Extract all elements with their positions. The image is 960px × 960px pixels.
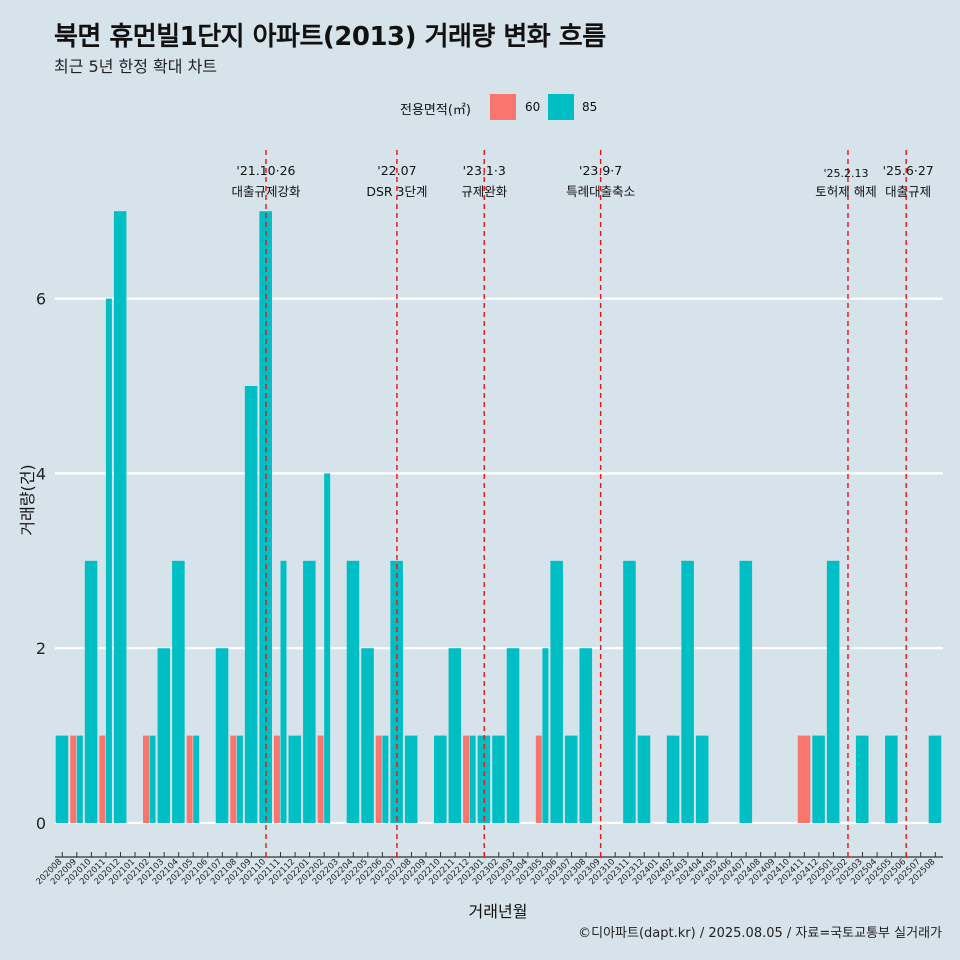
chart-title: 북면 휴먼빌1단지 아파트(2013) 거래량 변화 흐름 <box>54 22 606 52</box>
bar-85-202011 <box>105 298 112 824</box>
bar-85-202111 <box>280 560 287 823</box>
annotation-text: 대출규제 <box>885 184 931 199</box>
bar-85-202112 <box>288 735 302 823</box>
bar-85-202108 <box>236 735 243 823</box>
legend-label-85: 85 <box>582 100 598 114</box>
bar-60-202411 <box>797 735 811 823</box>
bar-85-202109 <box>244 386 258 823</box>
bar-85-202104 <box>172 560 185 823</box>
annotation-date: '25.2.13 <box>823 167 868 180</box>
bar-85-202306 <box>550 560 563 823</box>
legend-key-60 <box>490 94 516 120</box>
bar-85-202404 <box>695 735 709 823</box>
bar-85-202303 <box>506 648 520 823</box>
bar-85-202012 <box>113 211 127 823</box>
bar-60-202102 <box>143 735 149 823</box>
annotation-text: 토허제 해제 <box>815 184 876 199</box>
bar-85-202311 <box>623 560 636 823</box>
bar-85-202205 <box>361 648 374 823</box>
caption: ©디아파트(dapt.kr) / 2025.08.05 / 자료=국토교통부 실… <box>578 926 942 941</box>
bar-85-202505 <box>885 735 898 823</box>
bar-85-202105 <box>193 735 200 823</box>
y-tick-label: 2 <box>36 639 46 658</box>
bar-85-202202 <box>324 473 331 823</box>
bar-85-202107 <box>215 648 229 823</box>
bar-85-202308 <box>579 648 593 823</box>
bar-60-202111 <box>273 735 280 823</box>
bar-60-202202 <box>317 735 324 823</box>
y-tick-label: 0 <box>36 814 46 833</box>
annotation-text: 규제완화 <box>461 184 508 199</box>
y-tick-label: 4 <box>36 464 46 483</box>
bar-85-202305 <box>542 648 549 823</box>
bar-60-202011 <box>99 735 106 823</box>
bar-85-202501 <box>826 560 840 823</box>
bar-85-202204 <box>346 560 360 823</box>
bar-85-202301 <box>477 735 491 823</box>
annotation-text: 특례대출축소 <box>566 184 635 199</box>
bar-85-202009 <box>76 735 83 823</box>
bar-85-202201 <box>303 560 316 823</box>
bar-85-202010 <box>84 560 98 823</box>
bar-85-202206 <box>382 735 389 823</box>
bar-85-202110 <box>259 211 272 823</box>
bar-85-202508 <box>928 735 942 823</box>
bar-85-202102 <box>149 735 156 823</box>
bar-85-202407 <box>739 560 753 823</box>
bar-85-202302 <box>492 735 505 823</box>
annotation-date: '25.6·27 <box>883 163 934 178</box>
x-axis-label: 거래년월 <box>468 902 528 921</box>
bar-85-202307 <box>564 735 578 823</box>
chart-subtitle: 최근 5년 한정 확대 차트 <box>54 57 218 76</box>
annotation-date: '23.9·7 <box>579 163 622 178</box>
bar-85-202212 <box>469 735 476 823</box>
annotation-text: 대출규제강화 <box>231 184 301 199</box>
bar-60-202009 <box>70 735 77 823</box>
annotation-date: '21.10·26 <box>236 163 295 178</box>
bar-85-202503 <box>855 735 869 823</box>
bar-85-202312 <box>637 735 651 823</box>
bar-85-202211 <box>448 648 462 823</box>
bar-85-202402 <box>666 735 680 823</box>
bar-60-202212 <box>463 735 470 823</box>
y-axis-label: 거래량(건) <box>18 464 37 536</box>
legend-title: 전용면적(㎡) <box>400 103 471 118</box>
legend-label-60: 60 <box>525 100 541 114</box>
bar-85-202210 <box>434 735 447 823</box>
bar-60-202206 <box>375 735 382 823</box>
bar-60-202305 <box>535 735 542 823</box>
bar-85-202403 <box>681 560 694 823</box>
bar-60-202108 <box>230 735 237 823</box>
bar-85-202008 <box>55 735 69 823</box>
bar-60-202105 <box>186 735 193 823</box>
bar-85-202412 <box>812 735 825 823</box>
bar-85-202103 <box>157 648 171 823</box>
y-tick-label: 6 <box>36 290 46 309</box>
annotation-date: '23.1·3 <box>463 163 506 178</box>
legend-key-85 <box>548 94 574 120</box>
bar-85-202208 <box>404 735 418 823</box>
annotation-date: '22.07 <box>377 163 416 178</box>
legend: 전용면적(㎡) 60 85 <box>0 92 960 122</box>
annotation-text: DSR 3단계 <box>366 184 427 199</box>
